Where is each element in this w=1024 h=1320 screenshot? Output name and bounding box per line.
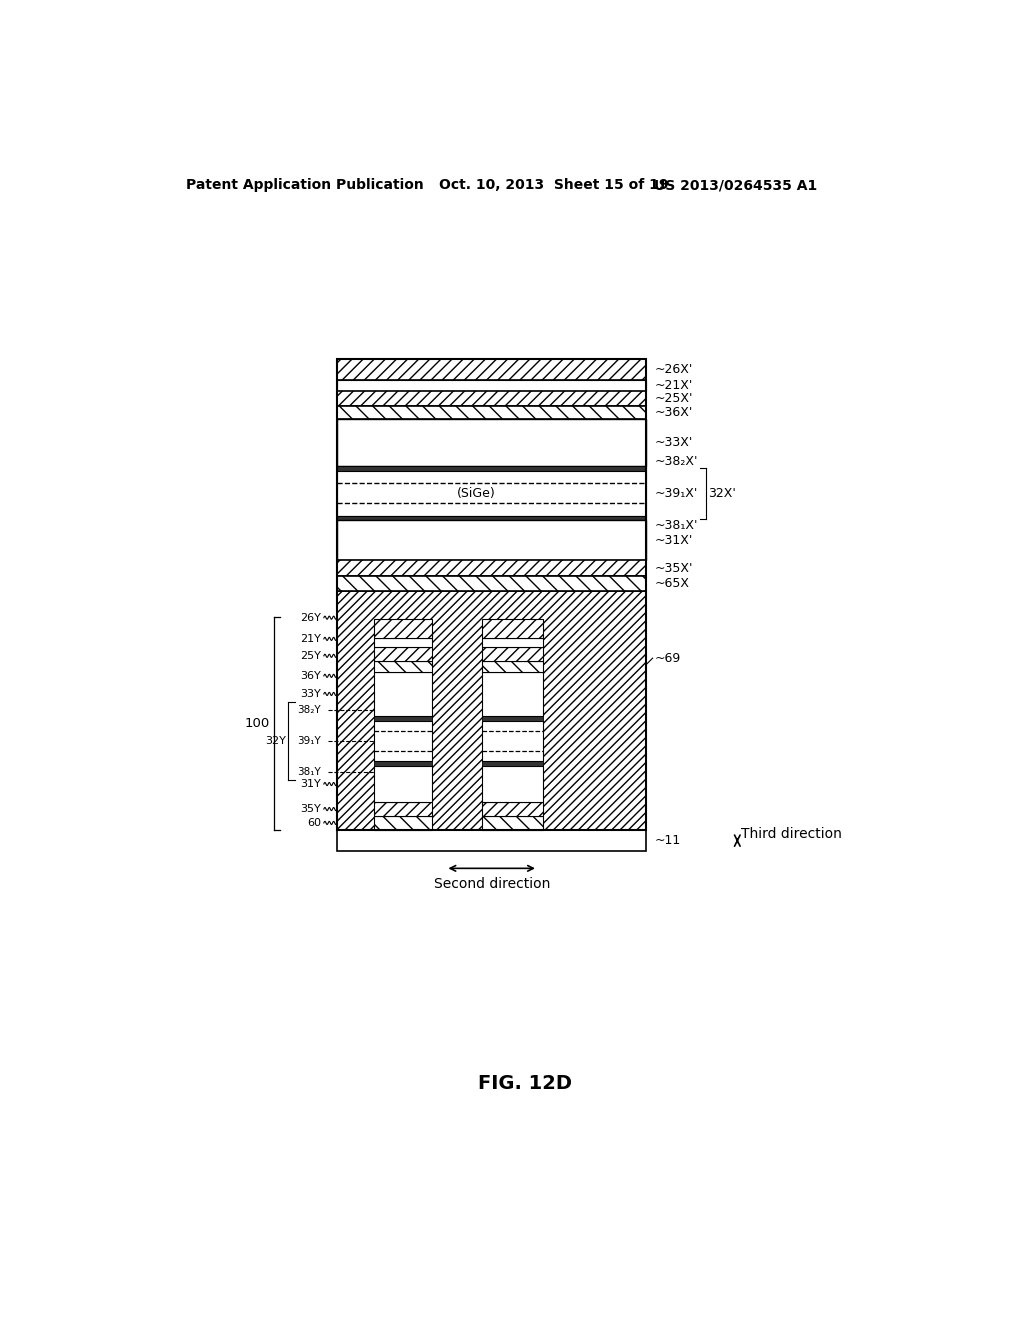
Text: 36Y: 36Y [300,671,321,681]
Bar [337,471,646,516]
Text: (SiGe): (SiGe) [457,487,496,500]
Text: Patent Application Publication: Patent Application Publication [186,178,424,193]
Text: 25Y: 25Y [300,651,321,661]
Text: ~35X': ~35X' [655,561,693,574]
Text: 39₁Y: 39₁Y [297,737,321,746]
Bar [481,803,543,816]
Text: Oct. 10, 2013  Sheet 15 of 19: Oct. 10, 2013 Sheet 15 of 19 [438,178,668,193]
Bar [374,766,432,803]
Text: 35Y: 35Y [300,804,321,814]
Bar [481,762,543,766]
Text: ~39₁X': ~39₁X' [655,487,698,500]
Bar [374,762,432,766]
Bar [337,380,646,391]
Bar [337,359,646,380]
Bar [481,661,543,672]
Bar [337,830,646,851]
Text: 26Y: 26Y [300,612,321,623]
Bar [374,647,432,661]
Bar [481,721,543,762]
Bar [374,661,432,672]
Text: FIG. 12D: FIG. 12D [478,1074,571,1093]
Text: 38₂Y: 38₂Y [297,705,321,714]
Bar [337,516,646,520]
Text: ~65X: ~65X [655,577,690,590]
Text: 21Y: 21Y [300,634,321,644]
Text: ~69: ~69 [654,652,680,665]
Bar [481,619,543,638]
Text: 100: 100 [245,717,270,730]
Bar [481,647,543,661]
Text: (SiGe): (SiGe) [497,737,527,746]
Text: ~36X': ~36X' [655,407,693,418]
Text: ~25X': ~25X' [655,392,693,405]
Text: 60: 60 [307,818,321,828]
Text: ~38₂X': ~38₂X' [655,455,698,469]
Bar [374,672,432,715]
Bar [374,721,432,762]
Text: ~38₁X': ~38₁X' [655,519,698,532]
Bar [337,591,646,830]
Text: 33Y: 33Y [300,689,321,698]
Bar [481,672,543,715]
Bar [374,715,432,721]
Text: 32Y: 32Y [265,737,286,746]
Bar [481,638,543,647]
Bar [481,766,543,803]
Text: 32X': 32X' [708,487,736,500]
Bar [337,418,646,466]
Bar [374,638,432,647]
Text: US 2013/0264535 A1: US 2013/0264535 A1 [654,178,817,193]
Text: ~11: ~11 [654,834,680,847]
Text: ~26X': ~26X' [655,363,693,376]
Text: (SiGe): (SiGe) [388,737,418,746]
Bar [374,803,432,816]
Text: Second direction: Second direction [433,876,550,891]
Bar [337,391,646,407]
Bar [337,520,646,561]
Text: ~31X': ~31X' [655,533,693,546]
Text: ~33X': ~33X' [655,436,693,449]
Bar [337,407,646,418]
Text: 38₁Y: 38₁Y [297,767,321,777]
Text: ~21X': ~21X' [655,379,693,392]
Bar [337,560,646,576]
Bar [481,816,543,830]
Bar [374,816,432,830]
Text: Third direction: Third direction [741,828,842,841]
Bar [337,359,646,830]
Bar [337,576,646,591]
Text: 31Y: 31Y [300,779,321,789]
Bar [337,466,646,471]
Bar [374,619,432,638]
Bar [481,715,543,721]
